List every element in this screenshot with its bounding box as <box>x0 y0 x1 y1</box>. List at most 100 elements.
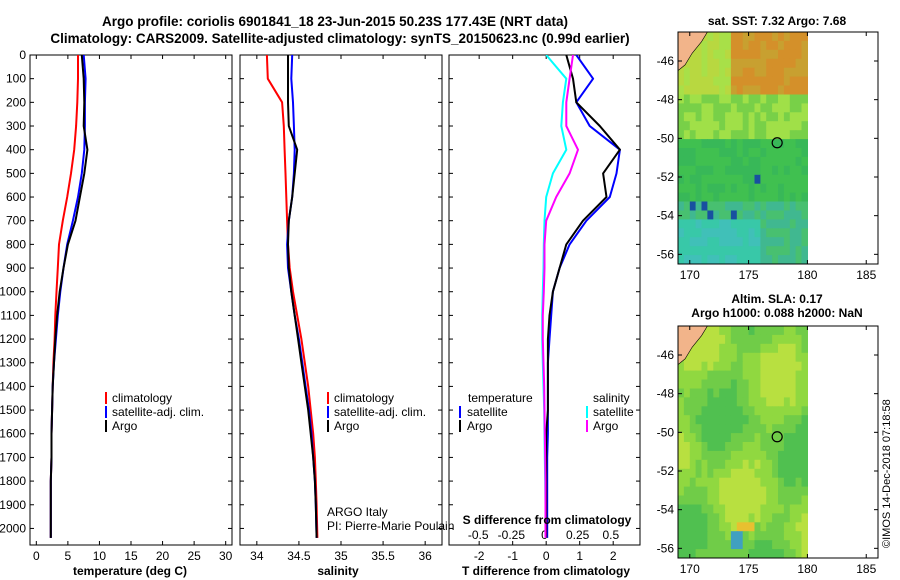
map-cell <box>742 370 750 381</box>
map-cell <box>701 192 708 203</box>
map-cell <box>742 379 750 389</box>
series-line-argo <box>287 55 318 538</box>
map-cell <box>766 352 773 363</box>
map-cell <box>730 477 738 488</box>
map-cell <box>695 40 703 51</box>
map-cell <box>725 112 732 122</box>
depth-tick-label: 600 <box>6 190 26 204</box>
map-cell <box>795 255 803 264</box>
map-cell <box>730 406 738 416</box>
map-cell <box>748 495 756 505</box>
map-cell <box>725 459 732 470</box>
temperature-legend: climatology satellite-adj. clim. Argo <box>105 391 204 433</box>
map-cell <box>725 343 732 354</box>
map-cell <box>742 334 750 345</box>
map-cell <box>707 424 714 434</box>
map-cell <box>683 513 691 523</box>
map-cell <box>772 40 779 51</box>
map-cell <box>783 477 791 488</box>
map-cell <box>701 121 708 131</box>
map-cell <box>736 504 744 514</box>
map-cell <box>725 139 732 149</box>
map-cell <box>683 522 691 532</box>
map-cell <box>678 121 685 131</box>
map-cell <box>766 130 773 140</box>
map-cell <box>701 343 708 354</box>
map-cell <box>707 513 714 523</box>
map-cell <box>713 165 720 176</box>
map-cell <box>719 219 726 229</box>
map-cell <box>695 201 703 211</box>
map-cell <box>742 156 750 167</box>
map-cell <box>742 531 750 541</box>
map-cell <box>778 201 785 211</box>
depth-tick-label: 1400 <box>0 379 26 393</box>
map-cell <box>713 210 720 220</box>
map-cell <box>795 415 803 425</box>
map-cell <box>801 94 808 104</box>
x-tick-label: 34 <box>250 549 264 563</box>
map-cell <box>766 148 773 158</box>
map-cell <box>748 361 756 372</box>
map-cell <box>730 148 738 158</box>
map-cell <box>695 192 703 203</box>
map-cell <box>772 361 779 372</box>
map-cell <box>772 210 779 220</box>
map-cell <box>701 237 708 247</box>
map-cell <box>772 540 779 550</box>
map-cell <box>789 148 797 158</box>
lat-tick-label: -56 <box>657 247 675 261</box>
map-cell <box>689 406 697 416</box>
map-cell <box>695 495 703 505</box>
map-cell <box>730 32 738 42</box>
map-cell <box>742 130 750 140</box>
map-cell <box>719 406 726 416</box>
map-cell <box>683 210 691 220</box>
map-cell <box>683 549 691 558</box>
map-cell <box>683 165 691 176</box>
map-cell <box>778 94 785 104</box>
map-cell <box>701 219 708 229</box>
map-cell <box>760 406 767 416</box>
map-cell <box>683 228 691 238</box>
map-cell <box>689 343 697 354</box>
lat-tick-label: -52 <box>657 170 675 184</box>
map-cell <box>789 549 797 558</box>
map-cell <box>742 549 750 558</box>
map-cell <box>730 112 738 122</box>
map-cell <box>736 237 744 247</box>
salinity-xlabel: salinity <box>317 564 359 578</box>
map-cell <box>748 415 756 425</box>
x-tick-label: 34.5 <box>287 549 311 563</box>
map-cell <box>689 495 697 505</box>
x-tick-label: 1 <box>576 549 583 563</box>
map-cell <box>736 148 744 158</box>
map-cell <box>742 388 750 398</box>
map-cell <box>760 148 767 158</box>
map-cell <box>725 397 732 407</box>
map-cell <box>748 450 756 461</box>
map-cell <box>801 49 808 60</box>
land-polygon <box>678 326 708 366</box>
map-cell <box>701 183 708 194</box>
map-cell <box>748 148 756 158</box>
map-cell <box>719 433 726 443</box>
map-cell <box>695 486 703 497</box>
map-cell <box>736 183 744 194</box>
map-cell <box>742 343 750 354</box>
map-cell <box>778 388 785 398</box>
map-cell <box>801 40 808 51</box>
map-cell <box>713 334 720 345</box>
map-cell <box>801 361 808 372</box>
map-cell <box>695 85 703 95</box>
map-cell <box>748 326 756 336</box>
lon-tick-label: 180 <box>797 268 817 282</box>
map-cell <box>778 219 785 229</box>
map-cell <box>719 94 726 104</box>
map-cell <box>801 424 808 434</box>
map-cell <box>707 246 714 256</box>
difference-chart: -2 -1 0 1 2-0.5 -0.25 0 0.25 0.5 <box>468 55 621 563</box>
map-cell <box>754 379 761 389</box>
map-cell <box>689 504 697 514</box>
map-cell <box>772 522 779 532</box>
